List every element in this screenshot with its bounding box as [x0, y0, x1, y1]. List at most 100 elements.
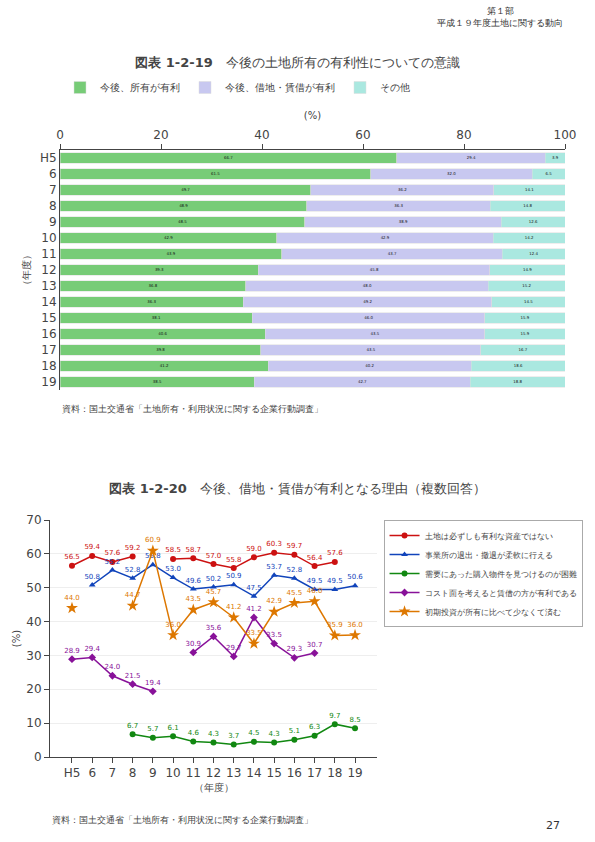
svg-text:その他: その他	[380, 82, 410, 93]
svg-text:45.5: 45.5	[287, 589, 303, 597]
svg-text:29.4: 29.4	[84, 645, 100, 653]
svg-text:42.9: 42.9	[381, 235, 390, 240]
svg-text:6.7: 6.7	[127, 722, 138, 730]
svg-text:58.5: 58.5	[165, 546, 181, 554]
svg-text:7: 7	[109, 766, 117, 780]
svg-text:10: 10	[165, 766, 180, 780]
svg-text:36.2: 36.2	[398, 187, 407, 192]
svg-text:20: 20	[26, 682, 41, 696]
svg-text:28.9: 28.9	[64, 647, 80, 655]
svg-text:0: 0	[34, 750, 42, 764]
svg-text:需要にあった購入物件を見つけるのが困難: 需要にあった購入物件を見つけるのが困難	[425, 570, 577, 579]
svg-text:11: 11	[186, 766, 201, 780]
svg-text:図表 1-2-20 今後、借地・賃借が有利となる理由（複数回: 図表 1-2-20 今後、借地・賃借が有利となる理由（複数回答）	[109, 481, 486, 496]
svg-text:18: 18	[41, 359, 56, 373]
svg-text:36.3: 36.3	[147, 299, 156, 304]
svg-text:52.8: 52.8	[125, 566, 141, 574]
svg-text:10: 10	[41, 231, 56, 245]
svg-text:13: 13	[41, 279, 56, 293]
svg-text:32.0: 32.0	[447, 171, 456, 176]
svg-text:H5: H5	[40, 151, 57, 165]
svg-text:35.6: 35.6	[206, 624, 222, 632]
svg-text:49.7: 49.7	[181, 187, 190, 192]
svg-text:土地は必ずしも有利な資産ではない: 土地は必ずしも有利な資産ではない	[425, 532, 553, 541]
svg-text:10: 10	[26, 716, 41, 730]
svg-text:29.7: 29.7	[226, 644, 242, 652]
svg-text:12.6: 12.6	[529, 219, 538, 224]
svg-text:50.8: 50.8	[84, 573, 100, 581]
svg-text:7: 7	[49, 183, 57, 197]
svg-text:38.5: 38.5	[153, 379, 162, 384]
svg-text:38.1: 38.1	[152, 315, 161, 320]
svg-text:33.5: 33.5	[246, 629, 262, 637]
svg-text:61.5: 61.5	[211, 171, 220, 176]
svg-text:43.5: 43.5	[366, 347, 375, 352]
svg-text:30: 30	[26, 649, 41, 663]
svg-text:5.1: 5.1	[289, 727, 300, 735]
svg-text:40: 40	[254, 128, 269, 142]
svg-text:（年度）: （年度）	[21, 250, 32, 290]
svg-text:24.0: 24.0	[105, 663, 121, 671]
svg-text:70: 70	[26, 513, 41, 527]
svg-text:20: 20	[153, 128, 168, 142]
svg-text:（年度）: （年度）	[194, 782, 234, 793]
svg-text:56.5: 56.5	[64, 553, 80, 561]
svg-text:41.2: 41.2	[226, 603, 242, 611]
svg-text:50.6: 50.6	[347, 573, 363, 581]
svg-text:41.2: 41.2	[160, 363, 169, 368]
svg-text:41.2: 41.2	[246, 605, 262, 613]
svg-text:11: 11	[41, 247, 56, 261]
svg-text:29.3: 29.3	[287, 645, 303, 653]
svg-text:40.2: 40.2	[365, 363, 374, 368]
svg-text:19.4: 19.4	[145, 679, 161, 687]
svg-text:48.0: 48.0	[363, 283, 372, 288]
svg-text:57.0: 57.0	[206, 552, 222, 560]
svg-text:14.5: 14.5	[524, 299, 533, 304]
svg-text:43.5: 43.5	[185, 595, 201, 603]
svg-text:H5: H5	[64, 766, 81, 780]
svg-text:21.5: 21.5	[125, 672, 141, 680]
svg-text:66.7: 66.7	[224, 155, 233, 160]
svg-text:55.8: 55.8	[226, 556, 242, 564]
svg-text:12: 12	[41, 263, 56, 277]
svg-text:57.6: 57.6	[327, 549, 343, 557]
svg-text:15: 15	[267, 766, 282, 780]
svg-text:4.5: 4.5	[248, 729, 259, 737]
svg-text:8.5: 8.5	[349, 716, 360, 724]
svg-text:17: 17	[41, 343, 56, 357]
svg-text:15.2: 15.2	[522, 283, 531, 288]
svg-text:55.2: 55.2	[105, 558, 121, 566]
svg-text:30.7: 30.7	[307, 641, 323, 649]
svg-text:(%): (%)	[11, 630, 22, 647]
svg-text:42.9: 42.9	[164, 235, 173, 240]
svg-text:50.9: 50.9	[226, 572, 242, 580]
svg-text:39.8: 39.8	[156, 347, 165, 352]
svg-text:53.0: 53.0	[165, 565, 181, 573]
svg-text:42.9: 42.9	[266, 597, 282, 605]
svg-text:コスト面を考えると賃借の方が有利である: コスト面を考えると賃借の方が有利である	[425, 589, 577, 598]
svg-text:16: 16	[41, 327, 56, 341]
svg-text:15.9: 15.9	[521, 331, 530, 336]
svg-text:8: 8	[49, 199, 57, 213]
svg-text:3.9: 3.9	[552, 155, 559, 160]
svg-text:18.6: 18.6	[514, 363, 523, 368]
svg-text:16: 16	[287, 766, 302, 780]
svg-text:45.7: 45.7	[206, 588, 222, 596]
svg-text:43.9: 43.9	[166, 251, 175, 256]
svg-text:44.7: 44.7	[125, 591, 141, 599]
svg-text:資料：国土交通省「土地所有・利用状況に関する企業行動調査」: 資料：国土交通省「土地所有・利用状況に関する企業行動調査」	[52, 815, 313, 825]
svg-text:49.5: 49.5	[307, 577, 323, 585]
svg-text:36.3: 36.3	[394, 203, 403, 208]
svg-text:50: 50	[26, 581, 41, 595]
svg-text:3.7: 3.7	[228, 732, 239, 740]
svg-text:40: 40	[26, 615, 41, 629]
svg-text:49.6: 49.6	[185, 577, 201, 585]
svg-text:8: 8	[129, 766, 137, 780]
svg-text:33.5: 33.5	[266, 631, 282, 639]
svg-text:13: 13	[226, 766, 241, 780]
svg-text:9.7: 9.7	[329, 712, 340, 720]
svg-text:46.0: 46.0	[364, 315, 373, 320]
svg-text:18.8: 18.8	[513, 379, 522, 384]
svg-text:事業所の退出・撤退が柔軟に行える: 事業所の退出・撤退が柔軟に行える	[425, 551, 553, 560]
svg-text:5.7: 5.7	[147, 725, 158, 733]
